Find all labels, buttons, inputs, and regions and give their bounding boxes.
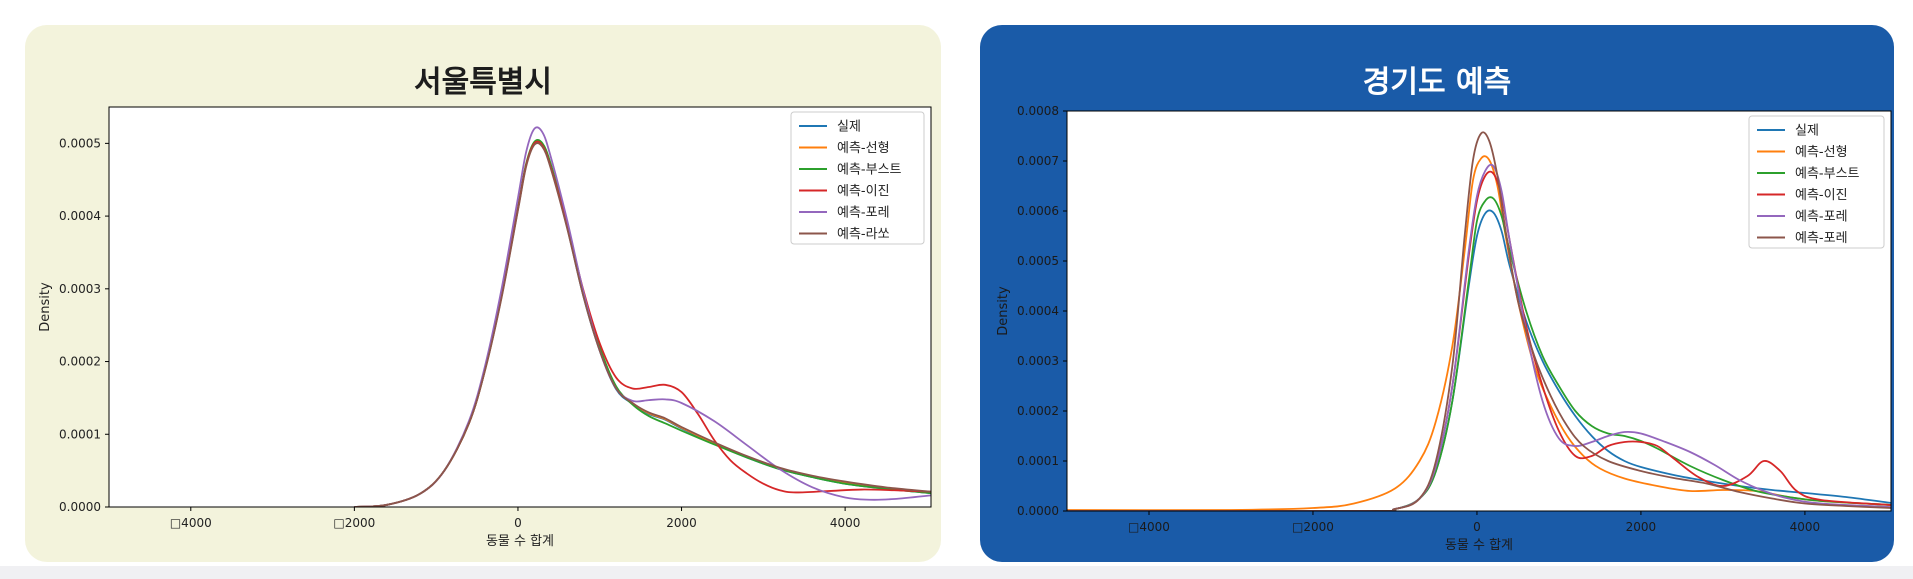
y-tick-label: 0.0007 bbox=[1017, 154, 1059, 168]
series-line-6 bbox=[1067, 131, 1891, 511]
y-tick-label: 0.0006 bbox=[1017, 204, 1059, 218]
y-tick-label: 0.0002 bbox=[1017, 404, 1059, 418]
y-tick-label: 0.0001 bbox=[1017, 454, 1059, 468]
y-tick-label: 0.0002 bbox=[59, 355, 101, 369]
legend-label: 예측-포레 bbox=[837, 206, 890, 221]
seoul-chart-card: 서울특별시 □4000 □2000 0 2000 4000 0.0000 0.0001 0.0… bbox=[25, 25, 941, 562]
y-tick-label: 0.0001 bbox=[59, 427, 101, 441]
y-tick-label: 0.0008 bbox=[1017, 104, 1059, 118]
x-tick-label: □2000 bbox=[1292, 520, 1334, 534]
legend-label: 예측-포레 bbox=[1795, 210, 1848, 225]
y-tick-label: 0.0005 bbox=[59, 136, 101, 150]
chart-title: 경기도 예측 bbox=[1362, 65, 1512, 100]
legend-label: 예측-라쏘 bbox=[837, 227, 890, 242]
series-group bbox=[354, 126, 931, 507]
y-tick-label: 0.0000 bbox=[1017, 504, 1059, 518]
x-tick-label: 2000 bbox=[666, 516, 697, 530]
x-tick-label: □2000 bbox=[333, 516, 375, 530]
series-line-6 bbox=[354, 142, 931, 507]
y-tick-label: 0.0004 bbox=[1017, 304, 1059, 318]
legend-label: 예측-부스트 bbox=[1795, 167, 1860, 182]
x-tick-label: □4000 bbox=[170, 516, 212, 530]
series-group bbox=[1067, 131, 1891, 511]
seoul-density-plot: □4000 □2000 0 2000 4000 0.0000 0.0001 0.0002 0.0… bbox=[38, 106, 932, 549]
legend-label: 예측-이진 bbox=[837, 184, 890, 199]
x-tick-label: 4000 bbox=[830, 516, 861, 530]
legend-label: 예측-포레 bbox=[1795, 231, 1848, 246]
x-tick-label: 2000 bbox=[1626, 520, 1657, 534]
legend-label: 실제 bbox=[1795, 124, 1819, 139]
chart-title: 서울특별시 bbox=[414, 65, 552, 100]
bottom-scrollbar-strip bbox=[0, 566, 1913, 579]
x-tick-label: 0 bbox=[1473, 520, 1481, 534]
y-axis-label: Density bbox=[38, 282, 53, 332]
plot-frame bbox=[108, 106, 932, 508]
x-tick-label: □4000 bbox=[1128, 520, 1170, 534]
x-tick-label: 0 bbox=[514, 516, 522, 530]
gyeonggi-density-plot: □4000 □2000 0 2000 4000 0.0000 0.0001 0.0002 0.0… bbox=[996, 104, 1892, 553]
y-tick-label: 0.0003 bbox=[1017, 354, 1059, 368]
legend-label: 예측-선형 bbox=[1795, 145, 1848, 160]
y-axis-label: Density bbox=[996, 286, 1011, 336]
y-tick-label: 0.0003 bbox=[59, 282, 101, 296]
y-tick-label: 0.0004 bbox=[59, 209, 101, 223]
gyeonggi-chart-card: 경기도 예측 □4000 □2000 0 2000 4000 0.0000 0.0001 0.… bbox=[980, 25, 1894, 562]
y-tick-label: 0.0005 bbox=[1017, 254, 1059, 268]
x-axis-label: 동물 수 합계 bbox=[486, 534, 554, 549]
x-tick-label: 4000 bbox=[1790, 520, 1821, 534]
legend-label: 예측-이진 bbox=[1795, 188, 1848, 203]
legend-label: 예측-부스트 bbox=[837, 163, 902, 178]
x-axis-label: 동물 수 합계 bbox=[1445, 538, 1513, 553]
y-tick-label: 0.0000 bbox=[59, 500, 101, 514]
legend-label: 예측-선형 bbox=[837, 141, 890, 156]
legend-label: 실제 bbox=[837, 120, 861, 135]
